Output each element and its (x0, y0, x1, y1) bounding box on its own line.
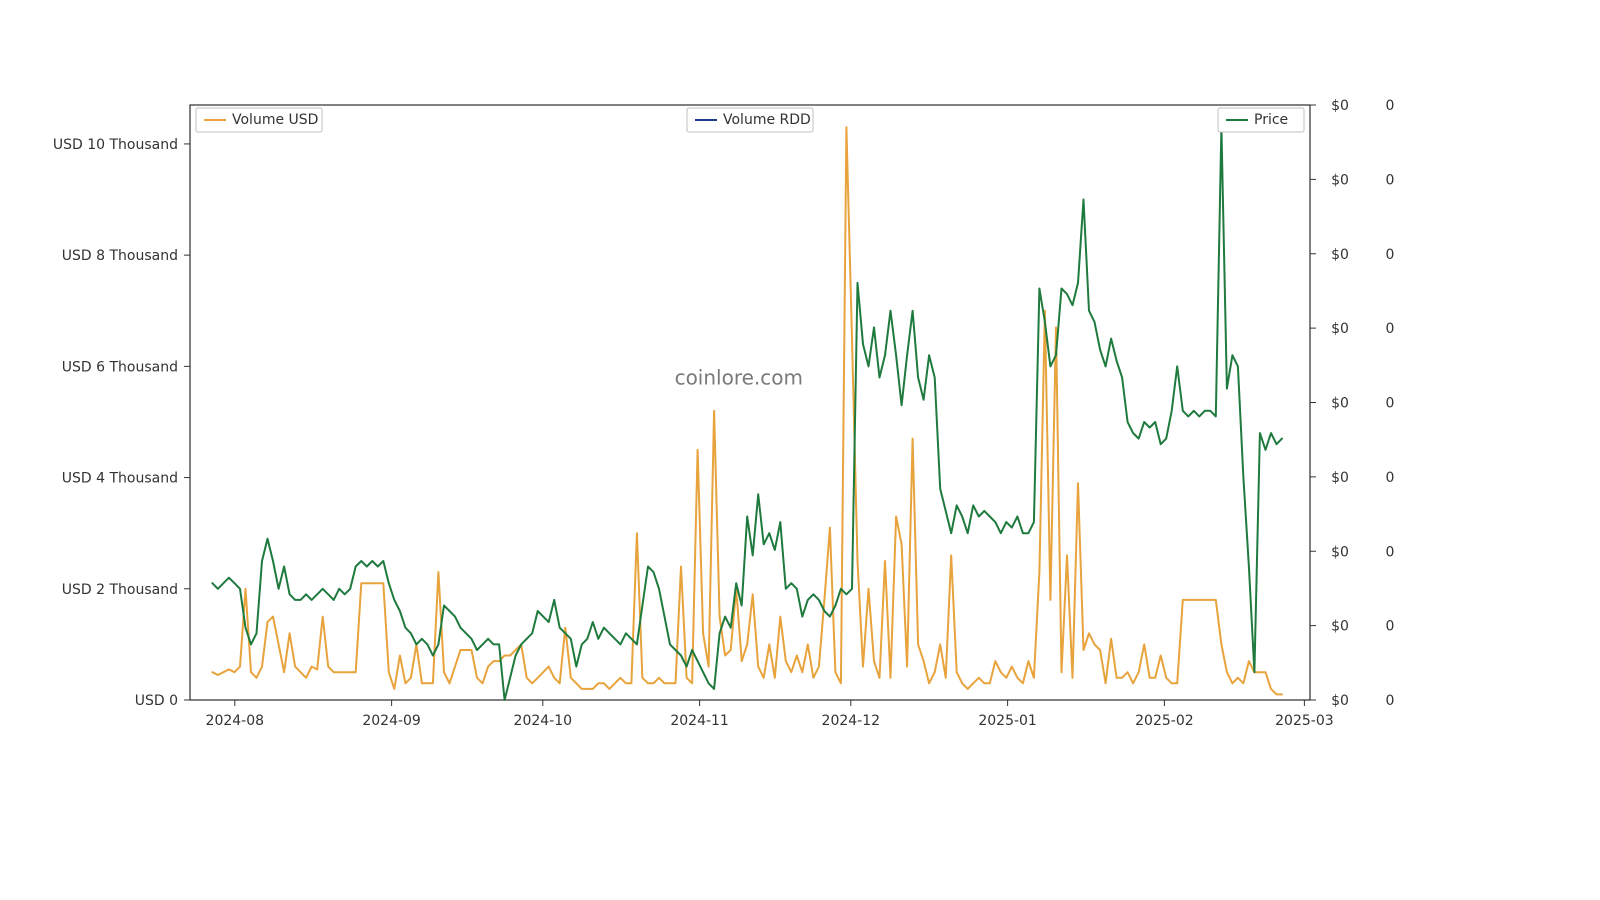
legend-volume-rdd: Volume RDD (687, 108, 813, 132)
y-right1-tick: $0 (1331, 396, 1349, 412)
legend-price: Price (1218, 108, 1304, 132)
y-right1-tick: $0 (1331, 693, 1349, 709)
y-right1-tick: $0 (1331, 247, 1349, 263)
x-tick: 2024-08 (206, 713, 265, 729)
y-right1-tick: $0 (1331, 321, 1349, 337)
y-left-tick: USD 4 Thousand (62, 471, 178, 487)
y-right2-tick: 0 (1386, 247, 1395, 263)
legend-volume-rdd-label: Volume RDD (723, 112, 811, 128)
y-left-tick: USD 0 (135, 693, 178, 709)
y-right2-tick: 0 (1386, 396, 1395, 412)
y-right2-tick: 0 (1386, 321, 1395, 337)
x-tick: 2024-09 (362, 713, 421, 729)
series-volume-usd (212, 127, 1282, 694)
x-tick: 2024-11 (670, 713, 729, 729)
x-tick: 2025-02 (1135, 713, 1194, 729)
x-tick: 2024-10 (514, 713, 573, 729)
x-tick: 2024-12 (822, 713, 881, 729)
y-left-tick: USD 2 Thousand (62, 582, 178, 598)
y-left-tick: USD 6 Thousand (62, 359, 178, 375)
y-right2-tick: 0 (1386, 544, 1395, 560)
y-right1-tick: $0 (1331, 98, 1349, 114)
y-right1-tick: $0 (1331, 470, 1349, 486)
legend-price-label: Price (1254, 112, 1288, 128)
watermark: coinlore.com (675, 366, 803, 390)
y-right2-tick: 0 (1386, 98, 1395, 114)
chart-container: USD 0 USD 2 Thousand USD 4 Thousand USD 6 T… (0, 0, 1600, 900)
y-right2-tick: 0 (1386, 470, 1395, 486)
y-right1-tick: $0 (1331, 544, 1349, 560)
series-price (212, 127, 1282, 700)
line-chart: USD 0 USD 2 Thousand USD 4 Thousand USD 6 T… (0, 0, 1600, 900)
y-right2-tick: 0 (1386, 619, 1395, 635)
y-left-tick: USD 10 Thousand (53, 137, 178, 153)
x-tick: 2025-01 (978, 713, 1037, 729)
legend-volume-usd-label: Volume USD (232, 112, 318, 128)
y-right2-tick: 0 (1386, 693, 1395, 709)
y-left-tick: USD 8 Thousand (62, 248, 178, 264)
y-right1-tick: $0 (1331, 619, 1349, 635)
legend-volume-usd: Volume USD (196, 108, 322, 132)
y-right2-tick: 0 (1386, 172, 1395, 188)
x-tick: 2025-03 (1275, 713, 1334, 729)
y-right1-tick: $0 (1331, 172, 1349, 188)
